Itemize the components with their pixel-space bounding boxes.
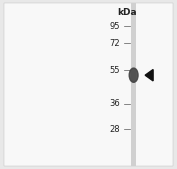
Bar	[131, 3, 136, 166]
Text: kDa: kDa	[118, 8, 137, 17]
Ellipse shape	[129, 68, 138, 82]
Text: 55: 55	[110, 66, 120, 75]
Text: 36: 36	[110, 99, 120, 108]
Text: 95: 95	[110, 22, 120, 31]
Text: 28: 28	[110, 125, 120, 134]
Polygon shape	[145, 69, 153, 81]
FancyBboxPatch shape	[4, 3, 173, 166]
Text: 72: 72	[110, 39, 120, 48]
